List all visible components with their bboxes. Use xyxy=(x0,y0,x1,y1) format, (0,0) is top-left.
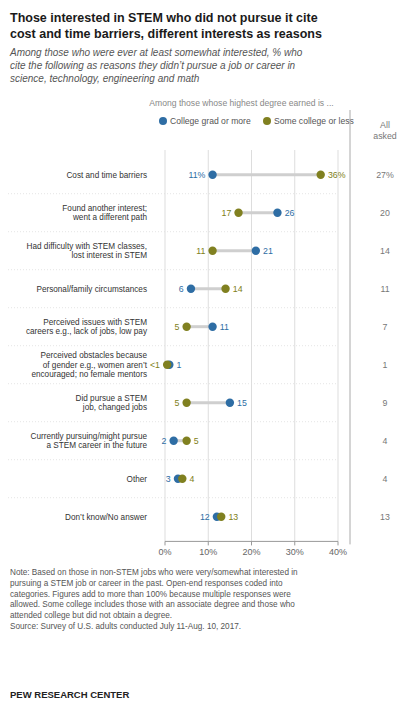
data-label: 1 xyxy=(177,360,182,370)
data-label: 13 xyxy=(228,512,238,522)
column-value: 4 xyxy=(383,474,388,484)
category-label: Don’t know/No answer xyxy=(65,513,147,522)
data-label: 4 xyxy=(190,474,195,484)
data-labels: 11% 36% 26 17 21 11 6 14 11 5 1 <1 15 5 2 5 3 4 12 13 xyxy=(150,170,346,522)
tick-label: 10% xyxy=(199,547,217,557)
connector xyxy=(213,249,256,252)
legend-title: Among those whose highest degree earned … xyxy=(149,98,333,108)
category-label: Cost and time barriers xyxy=(66,171,147,180)
dot xyxy=(182,323,190,331)
category-label: Perceived issues with STEMcareers e.g., … xyxy=(26,318,148,337)
column-value: 4 xyxy=(383,436,388,446)
data-label: 15 xyxy=(237,398,247,408)
data-label: <1 xyxy=(150,360,160,370)
data-label: 5 xyxy=(175,322,180,332)
dot xyxy=(221,285,229,293)
category-label: Perceived obstacles becauseof gender e.g… xyxy=(31,351,147,380)
tick-label: 20% xyxy=(242,547,260,557)
subtitle: Among those who were ever at least somew… xyxy=(9,47,303,84)
dot xyxy=(252,247,260,255)
dot xyxy=(217,513,225,521)
dot xyxy=(178,475,186,483)
grid-line xyxy=(208,150,209,541)
row-separator xyxy=(8,231,338,232)
data-label: 2 xyxy=(162,436,167,446)
column-value: 9 xyxy=(383,398,388,408)
tick-mark xyxy=(251,541,252,545)
data-label: 6 xyxy=(179,284,184,294)
connector xyxy=(239,211,278,214)
tick-mark xyxy=(165,541,166,545)
data-label: 17 xyxy=(222,208,232,218)
dot xyxy=(273,209,281,217)
data-label: 12 xyxy=(200,512,210,522)
category-label: Currently pursuing/might pursuea STEM ca… xyxy=(31,432,148,451)
data-label: 14 xyxy=(233,284,243,294)
column-value: 11 xyxy=(380,284,389,294)
dot xyxy=(317,171,325,179)
data-label: 5 xyxy=(175,398,180,408)
column-header: Allasked xyxy=(373,120,397,141)
category-label: Had difficulty with STEM classes,lost in… xyxy=(27,242,148,261)
data-label: 21 xyxy=(263,246,273,256)
x-axis: 0% 10% 20% 30% 40% xyxy=(158,150,347,557)
tick-label: 40% xyxy=(329,547,347,557)
dot xyxy=(208,323,216,331)
column-separator xyxy=(350,110,351,544)
data-label: 5 xyxy=(194,436,199,446)
category-label: Found another interest;went a different … xyxy=(62,204,147,223)
dot xyxy=(234,209,242,217)
tick-mark xyxy=(338,541,339,545)
row-separator xyxy=(8,497,338,498)
tick-label: 0% xyxy=(158,547,171,557)
dot xyxy=(169,437,177,445)
legend-label: Some college or less xyxy=(274,116,354,126)
row-separator xyxy=(8,193,338,194)
axis-line xyxy=(165,541,338,542)
legend: Among those whose highest degree earned … xyxy=(149,98,353,126)
category-label: Other xyxy=(127,475,148,484)
dot xyxy=(208,247,216,255)
row-separator xyxy=(8,383,338,384)
connector xyxy=(213,173,321,176)
column-value: 1 xyxy=(383,360,388,370)
dot xyxy=(163,361,171,369)
row-separator xyxy=(8,459,338,460)
chart: Those interested in STEM who did not pur… xyxy=(0,0,420,712)
category-label: Personal/family circumstances xyxy=(36,285,147,294)
marks xyxy=(163,171,325,521)
data-label: 26 xyxy=(285,208,295,218)
legend-label: College grad or more xyxy=(170,116,251,126)
source: PEW RESEARCH CENTER xyxy=(10,689,129,700)
data-label: 3 xyxy=(166,474,171,484)
row-separator xyxy=(8,421,338,422)
dot xyxy=(226,399,234,407)
row-separator xyxy=(8,269,338,270)
connector xyxy=(191,287,226,290)
column-value: 7 xyxy=(383,322,388,332)
column-value: 27% xyxy=(376,170,394,180)
legend-swatch xyxy=(159,117,167,125)
dot xyxy=(208,171,216,179)
tick-mark xyxy=(208,541,209,545)
row-separator xyxy=(8,307,338,308)
connector xyxy=(187,401,230,404)
data-label: 36% xyxy=(328,170,346,180)
data-label: 11 xyxy=(196,246,205,256)
tick-label: 30% xyxy=(286,547,304,557)
title: Those interested in STEM who did not pur… xyxy=(10,11,322,41)
legend-swatch xyxy=(263,117,271,125)
category-label: Did pursue a STEMjob, changed jobs xyxy=(76,394,148,413)
row-separator xyxy=(8,345,338,346)
column-value: 20 xyxy=(380,208,390,218)
data-label: 11 xyxy=(220,322,229,332)
note: Note: Based on those in non-STEM jobs wh… xyxy=(10,568,298,630)
data-label: 11% xyxy=(188,170,205,180)
column-value: 13 xyxy=(380,512,390,522)
tick-mark xyxy=(294,541,295,545)
column-value: 14 xyxy=(380,246,390,256)
dot xyxy=(182,437,190,445)
dot xyxy=(187,285,195,293)
dot xyxy=(182,399,190,407)
